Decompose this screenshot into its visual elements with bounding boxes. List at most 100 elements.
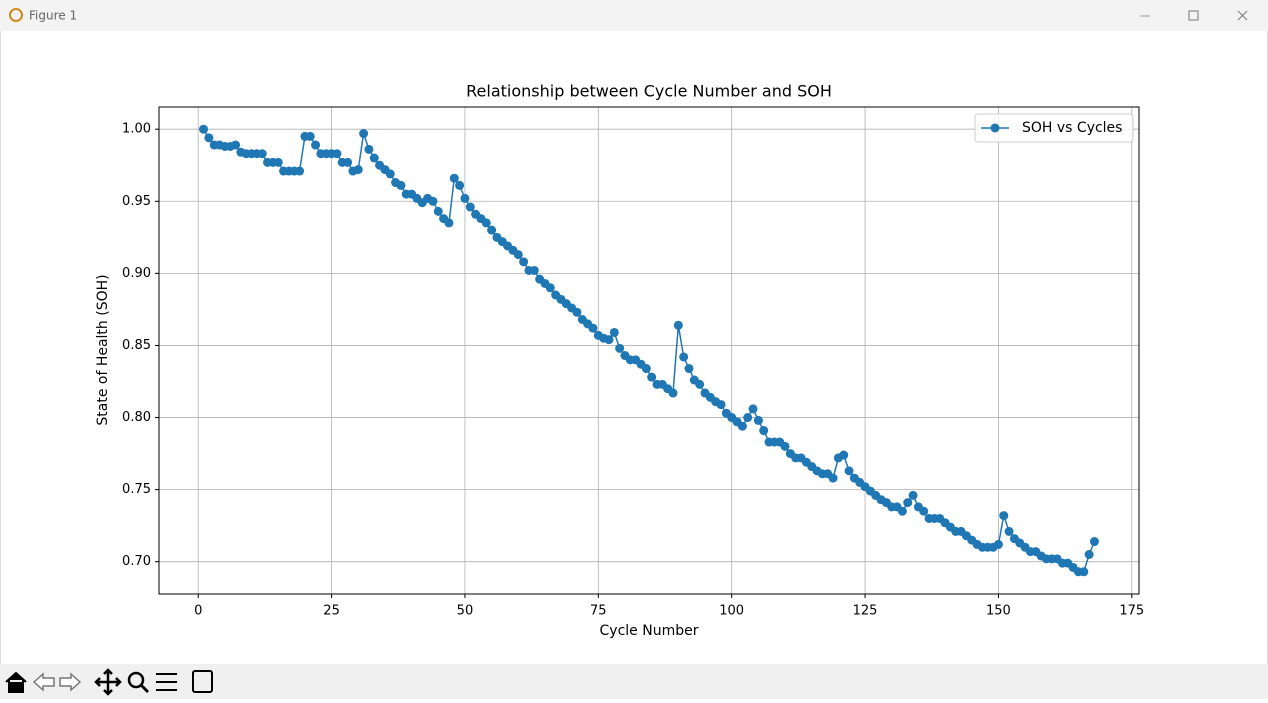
x-tick-label: 25	[323, 604, 340, 619]
legend-marker	[990, 123, 1000, 133]
data-point	[828, 473, 838, 483]
data-point	[572, 307, 582, 317]
data-point	[513, 250, 523, 260]
close-button[interactable]	[1237, 10, 1248, 21]
data-point	[897, 506, 907, 516]
data-point	[999, 511, 1009, 521]
data-point	[369, 153, 379, 163]
data-point	[455, 180, 465, 190]
data-point	[529, 265, 539, 275]
forward-button[interactable]	[59, 672, 82, 692]
legend-box	[974, 113, 1134, 143]
data-point	[428, 196, 438, 206]
x-tick-label: 50	[457, 604, 474, 619]
home-button[interactable]	[5, 671, 27, 693]
data-point	[359, 129, 369, 139]
data-point	[343, 157, 353, 167]
data-point	[460, 193, 470, 203]
window-title: Figure 1	[29, 9, 77, 23]
x-tick-label: 175	[1119, 604, 1144, 619]
data-point	[433, 206, 443, 216]
data-point	[545, 283, 555, 293]
data-point	[444, 218, 454, 228]
data-point	[668, 388, 678, 398]
data-point	[353, 165, 363, 175]
data-point	[753, 415, 763, 425]
y-axis-label: State of Health (SOH)	[95, 274, 111, 425]
data-point	[311, 140, 321, 150]
data-point	[305, 131, 315, 141]
x-axis-label: Cycle Number	[600, 623, 699, 639]
data-point	[295, 166, 305, 176]
data-point	[364, 144, 374, 154]
y-tick-label: 0.75	[122, 482, 151, 497]
app-icon	[9, 8, 23, 22]
data-point	[908, 490, 918, 500]
y-tick-label: 1.00	[122, 122, 151, 137]
toolbar	[0, 664, 1268, 699]
data-point	[641, 364, 651, 374]
y-tick-label: 0.80	[122, 410, 151, 425]
y-tick-label: 0.95	[122, 194, 151, 209]
data-point	[1004, 526, 1014, 536]
legend-label: SOH vs Cycles	[1022, 120, 1122, 136]
data-point	[385, 169, 395, 179]
zoom-handle	[139, 683, 150, 694]
zoom-button[interactable]	[127, 671, 145, 689]
chart-title: Relationship between Cycle Number and SO…	[466, 82, 832, 101]
data-point	[519, 257, 529, 267]
data-point	[615, 343, 625, 353]
data-point	[780, 441, 790, 451]
y-tick-label: 0.90	[122, 266, 151, 281]
data-point	[396, 180, 406, 190]
data-point	[919, 506, 929, 516]
back-button[interactable]	[32, 672, 55, 692]
save-button[interactable]	[192, 670, 213, 693]
data-point	[199, 124, 209, 134]
x-tick-label: 125	[853, 604, 878, 619]
x-tick-label: 150	[986, 604, 1011, 619]
data-point	[609, 327, 619, 337]
chart: Relationship between Cycle Number and SO…	[95, 82, 1144, 640]
y-tick-label: 0.85	[122, 338, 151, 353]
data-point	[716, 400, 726, 410]
data-point	[839, 450, 849, 460]
data-point	[231, 140, 241, 150]
data-point	[204, 133, 214, 143]
data-point	[588, 323, 598, 333]
configure-button[interactable]	[156, 673, 177, 691]
data-point	[844, 466, 854, 476]
data-point	[1089, 537, 1099, 547]
data-point	[759, 426, 769, 436]
data-point	[903, 498, 913, 508]
data-point	[449, 173, 459, 183]
data-point	[679, 352, 689, 362]
data-point	[993, 539, 1003, 549]
data-point	[647, 372, 657, 382]
data-point	[673, 320, 683, 330]
data-point	[737, 421, 747, 431]
pan-button[interactable]	[94, 668, 122, 696]
data-point	[1084, 549, 1094, 559]
plot-frame	[158, 106, 1140, 595]
data-point	[257, 149, 267, 159]
data-point	[604, 335, 614, 345]
x-tick-label: 100	[719, 604, 744, 619]
data-point	[743, 413, 753, 423]
data-point	[1079, 567, 1089, 577]
data-point	[332, 149, 342, 159]
data-point	[748, 404, 758, 414]
x-tick-label: 0	[194, 604, 202, 619]
data-point	[273, 157, 283, 167]
data-point	[684, 364, 694, 374]
data-point	[481, 218, 491, 228]
data-point	[465, 202, 475, 212]
maximize-button[interactable]	[1188, 10, 1199, 21]
y-tick-label: 0.70	[122, 554, 151, 569]
data-point	[487, 225, 497, 235]
data-point	[695, 379, 705, 389]
x-tick-label: 75	[590, 604, 607, 619]
title-bar	[0, 0, 1268, 31]
